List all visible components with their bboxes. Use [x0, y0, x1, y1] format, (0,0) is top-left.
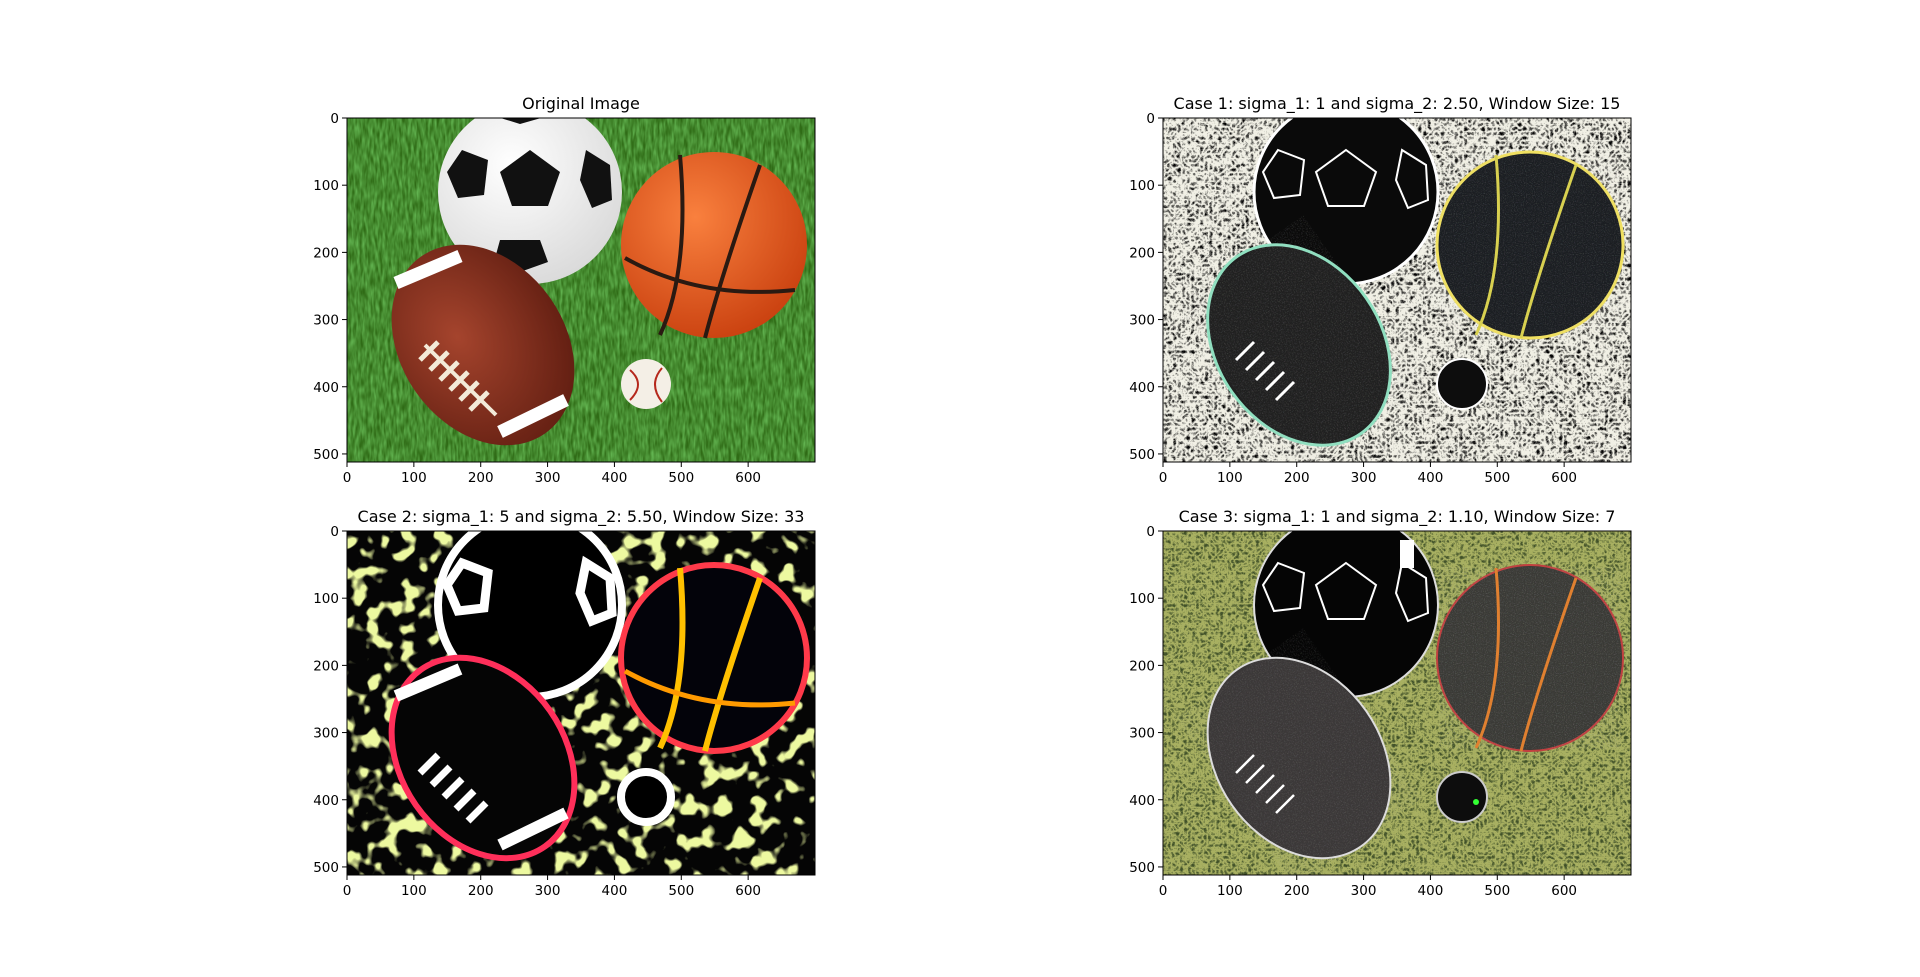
y-axis: 0 100 200 300 400 500 [313, 524, 347, 876]
axes-frame [1162, 530, 1632, 876]
axes-frame [1162, 117, 1632, 463]
y-tick-label: 500 [313, 860, 339, 876]
y-tick-label: 100 [1129, 591, 1155, 607]
case-2-image [347, 531, 815, 875]
x-axis: 0 100 200 300 400 500 600 [343, 462, 761, 486]
x-tick-label: 100 [401, 883, 427, 899]
panel-title: Case 3: sigma_1: 1 and sigma_2: 1.10, Wi… [1179, 507, 1616, 527]
y-tick-label: 100 [313, 591, 339, 607]
x-tick-label: 100 [1217, 470, 1243, 486]
x-tick-label: 500 [1484, 883, 1510, 899]
x-tick-label: 500 [668, 470, 694, 486]
original-image [347, 118, 815, 462]
panel-title: Case 1: sigma_1: 1 and sigma_2: 2.50, Wi… [1174, 94, 1621, 114]
x-tick-label: 600 [1551, 883, 1577, 899]
y-tick-label: 0 [1146, 524, 1155, 540]
y-tick-label: 300 [1129, 726, 1155, 742]
y-axis: 0 100 200 300 400 500 [1129, 111, 1163, 463]
x-tick-label: 100 [1217, 883, 1243, 899]
y-tick-label: 0 [330, 524, 339, 540]
x-tick-label: 600 [735, 883, 761, 899]
axes-frame [346, 117, 816, 463]
x-axis: 0 100 200 300 400 500 600 [1159, 875, 1577, 899]
x-axis: 0 100 200 300 400 500 600 [343, 875, 761, 899]
panel-original: Original Image [313, 94, 816, 486]
case-3-image [1163, 531, 1631, 875]
x-tick-label: 0 [343, 883, 352, 899]
x-axis: 0 100 200 300 400 500 600 [1159, 462, 1577, 486]
case-1-image [1163, 118, 1631, 462]
x-tick-label: 200 [1284, 883, 1310, 899]
y-tick-label: 0 [330, 111, 339, 127]
panel-case-2: Case 2: sigma_1: 5 and sigma_2: 5.50, Wi… [313, 507, 816, 899]
x-tick-label: 200 [468, 470, 494, 486]
x-tick-label: 200 [1284, 470, 1310, 486]
x-tick-label: 300 [535, 883, 561, 899]
axes-frame [346, 530, 816, 876]
y-tick-label: 200 [313, 658, 339, 674]
x-tick-label: 400 [1418, 883, 1444, 899]
y-tick-label: 300 [1129, 313, 1155, 329]
x-tick-label: 500 [668, 883, 694, 899]
y-axis: 0 100 200 300 400 500 [313, 111, 347, 463]
x-tick-label: 100 [401, 470, 427, 486]
x-tick-label: 300 [1351, 470, 1377, 486]
x-tick-label: 400 [1418, 470, 1444, 486]
panel-case-3: Case 3: sigma_1: 1 and sigma_2: 1.10, Wi… [1129, 507, 1632, 899]
x-tick-label: 200 [468, 883, 494, 899]
y-axis: 0 100 200 300 400 500 [1129, 524, 1163, 876]
x-tick-label: 400 [602, 470, 628, 486]
y-tick-label: 0 [1146, 111, 1155, 127]
y-tick-label: 200 [1129, 658, 1155, 674]
y-tick-label: 300 [313, 313, 339, 329]
y-tick-label: 100 [1129, 178, 1155, 194]
x-tick-label: 600 [1551, 470, 1577, 486]
panel-case-1: Case 1: sigma_1: 1 and sigma_2: 2.50, Wi… [1129, 94, 1632, 486]
y-tick-label: 300 [313, 726, 339, 742]
y-tick-label: 500 [1129, 860, 1155, 876]
y-tick-label: 100 [313, 178, 339, 194]
y-tick-label: 500 [313, 447, 339, 463]
x-tick-label: 0 [1159, 470, 1168, 486]
y-tick-label: 500 [1129, 447, 1155, 463]
x-tick-label: 300 [535, 470, 561, 486]
x-tick-label: 0 [343, 470, 352, 486]
y-tick-label: 400 [313, 793, 339, 809]
y-tick-label: 400 [313, 380, 339, 396]
panel-title: Original Image [522, 94, 640, 113]
panel-title: Case 2: sigma_1: 5 and sigma_2: 5.50, Wi… [358, 507, 805, 527]
x-tick-label: 600 [735, 470, 761, 486]
x-tick-label: 400 [602, 883, 628, 899]
x-tick-label: 300 [1351, 883, 1377, 899]
x-tick-label: 500 [1484, 470, 1510, 486]
y-tick-label: 200 [1129, 245, 1155, 261]
x-tick-label: 0 [1159, 883, 1168, 899]
y-tick-label: 400 [1129, 380, 1155, 396]
y-tick-label: 400 [1129, 793, 1155, 809]
y-tick-label: 200 [313, 245, 339, 261]
